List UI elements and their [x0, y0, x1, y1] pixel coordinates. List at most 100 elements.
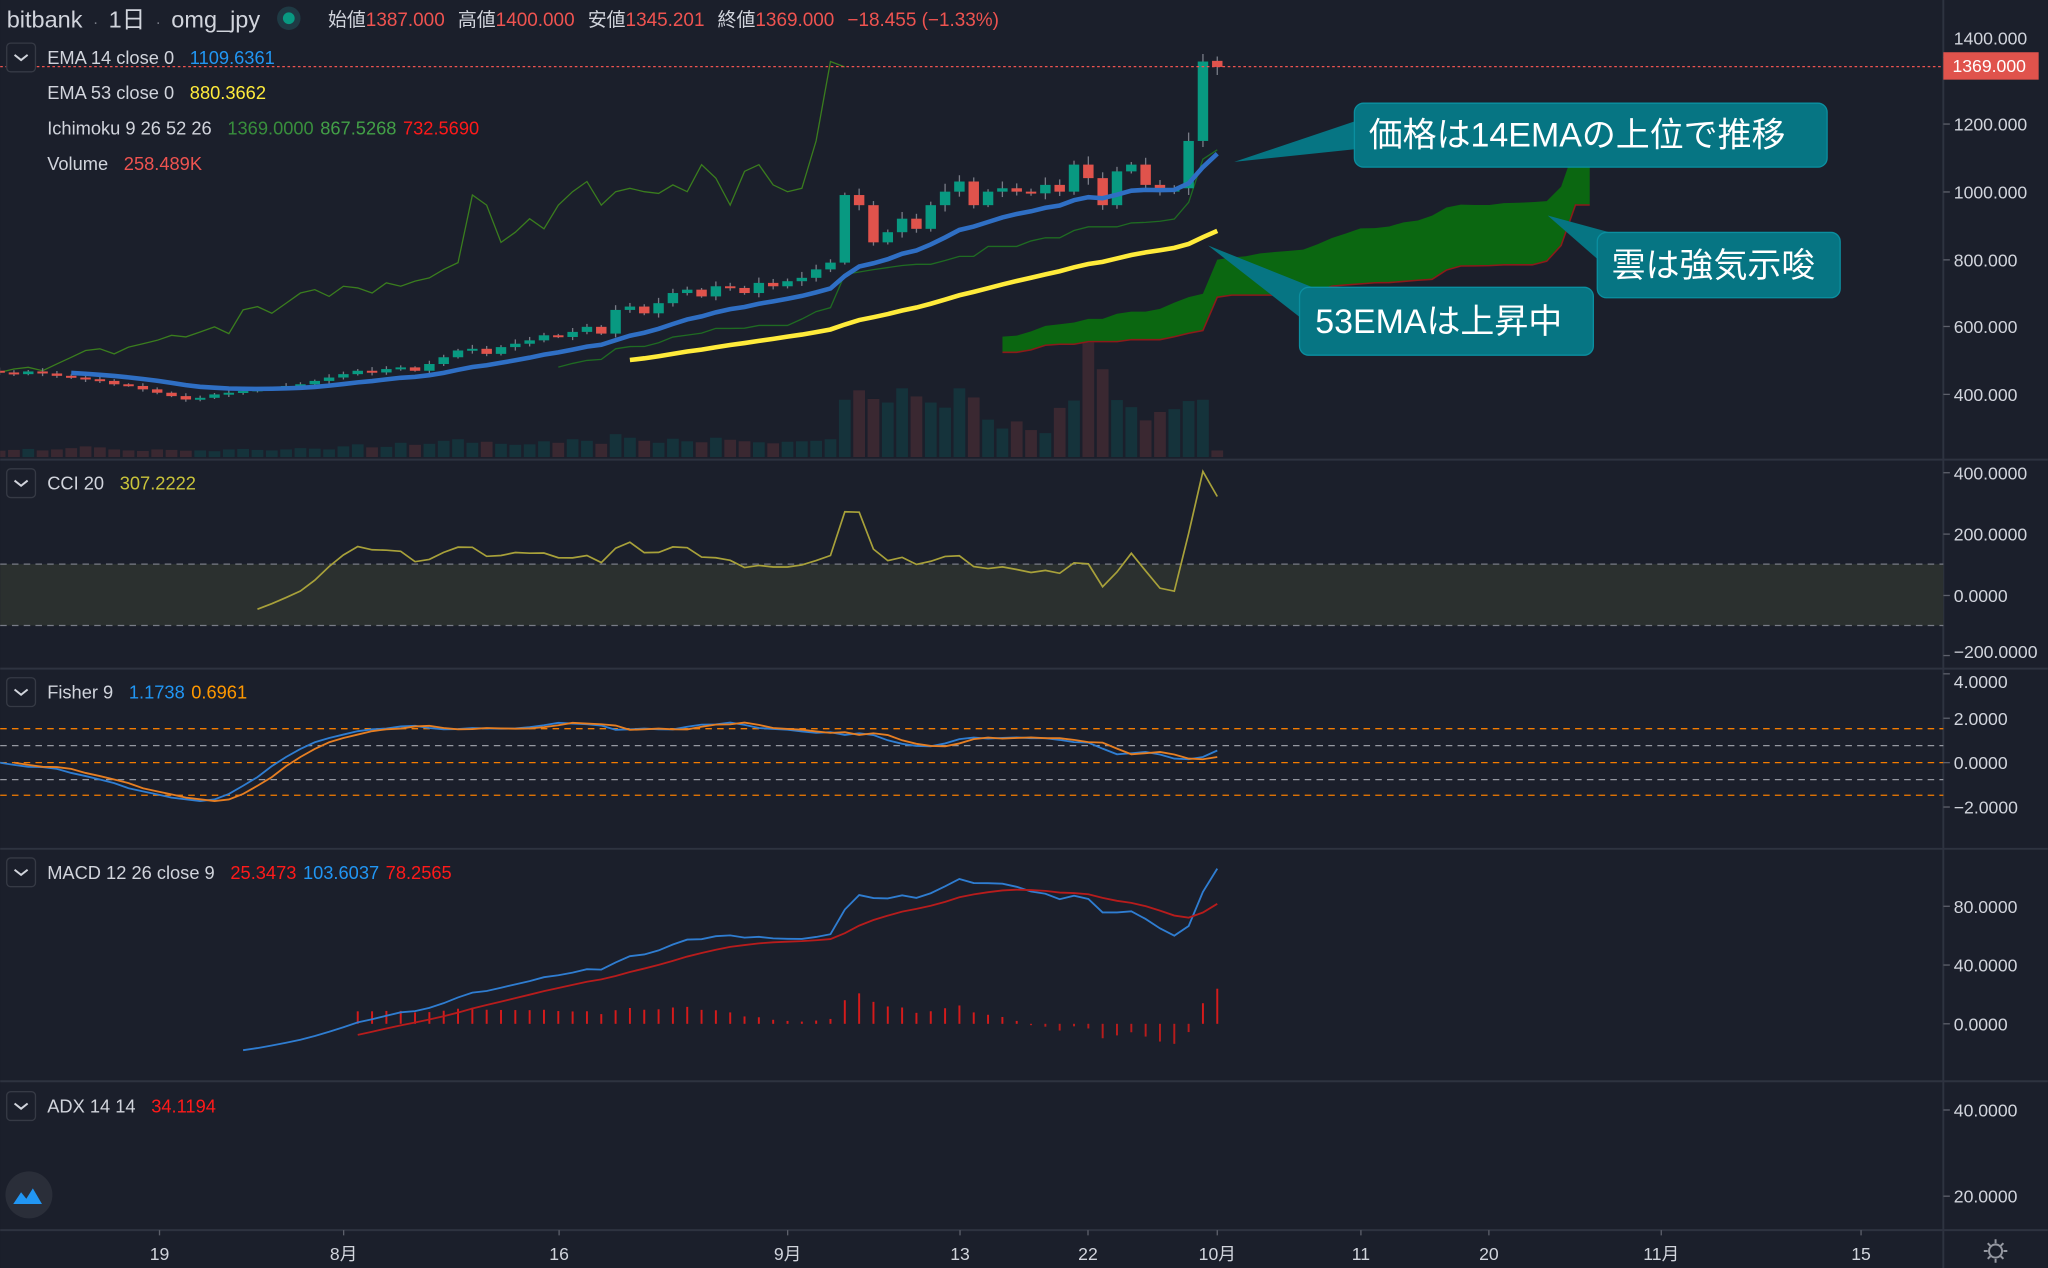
legend-cci[interactable]: CCI 20 307.2222: [6, 468, 196, 499]
callout-cloud-bullish[interactable]: 雲は強気示唆: [1547, 215, 1841, 299]
volume-bar: [538, 441, 550, 458]
legend-volume[interactable]: Volume 258.489K: [47, 153, 202, 174]
volume-bar: [1139, 420, 1152, 458]
volume-bar: [1197, 399, 1209, 458]
candle-down: [1212, 60, 1223, 67]
candle-up: [452, 350, 464, 358]
candle-up: [1126, 164, 1137, 172]
volume-bar: [996, 428, 1009, 458]
candle-up: [338, 374, 349, 378]
fisher-pane[interactable]: [0, 721, 1218, 802]
legend-macd[interactable]: MACD 12 26 close 9 25.3473 103.6037 78.2565: [6, 857, 452, 888]
volume-bar: [523, 444, 536, 458]
volume-bar: [1168, 409, 1181, 458]
collapse-legend-button[interactable]: [6, 42, 37, 73]
symbol-header[interactable]: bitbank · 1日 · omg_jpy 始値1387.000 高値1400…: [7, 6, 999, 32]
volume-bar: [265, 450, 278, 458]
volume-bar: [495, 443, 507, 458]
candle-up: [209, 394, 220, 398]
fisher-axis-label: 4.0000: [1954, 672, 2008, 692]
collapse-legend-button[interactable]: [6, 1091, 37, 1122]
fisher-trigger-line: [13, 721, 1218, 802]
legend-ichimoku[interactable]: Ichimoku 9 26 52 26 1369.0000 867.5268 732.…: [47, 118, 479, 139]
volume-bar: [781, 441, 794, 458]
volume-bar: [466, 442, 479, 458]
candle-up: [1183, 140, 1194, 189]
volume-bar: [1082, 342, 1095, 458]
volume-bar: [36, 450, 49, 458]
candle-down: [51, 373, 63, 376]
volume-bar: [767, 443, 780, 458]
candle-up: [954, 181, 965, 192]
collapse-legend-button[interactable]: [6, 468, 37, 499]
interval[interactable]: 1日: [109, 6, 146, 32]
volume-bar: [724, 439, 737, 458]
volume-bar: [910, 396, 923, 458]
logo-icon: [13, 1188, 42, 1205]
volume-bar: [924, 402, 937, 458]
callout-ema53-rising[interactable]: 53EMAは上昇中: [1208, 245, 1595, 356]
chevron-down-icon: [13, 479, 29, 488]
volume-bar: [323, 449, 335, 458]
macd-axis-label: 80.0000: [1954, 897, 2018, 917]
volume-bar: [710, 437, 722, 458]
cci-axis-label: 0.0000: [1954, 586, 2008, 606]
candle-down: [968, 181, 979, 206]
macd-pane[interactable]: [242, 868, 1219, 1052]
candle-down: [108, 380, 120, 385]
collapse-legend-button[interactable]: [6, 677, 37, 708]
candle-up: [997, 188, 1008, 192]
ichimoku-base-line: [558, 149, 1218, 368]
candle-up: [194, 397, 206, 400]
volume-bar: [194, 450, 207, 458]
callout-text: 53EMAは上昇中: [1315, 303, 1562, 341]
candle-up: [510, 343, 521, 348]
candle-up: [438, 357, 449, 365]
time-axis-label: 9月: [774, 1244, 801, 1264]
tradingview-logo[interactable]: [5, 1171, 53, 1219]
callout-price-above-ema14[interactable]: 価格は14EMAの上位で推移: [1234, 102, 1828, 168]
volume-bar: [222, 449, 235, 458]
candle-down: [66, 375, 77, 378]
candle-down: [1025, 191, 1037, 194]
candle-down: [639, 306, 650, 314]
cci-pane[interactable]: [257, 469, 1219, 610]
candle-up: [839, 195, 851, 263]
candle-up: [237, 391, 249, 394]
volume-bar: [595, 443, 608, 458]
settings-gear-icon[interactable]: [1983, 1239, 2008, 1263]
candle-down: [853, 195, 865, 206]
volume-bar: [509, 444, 522, 458]
ichimoku-lagging-span: [0, 60, 846, 373]
volume-bar: [681, 441, 694, 458]
axes[interactable]: 1400.000 1200.000 1000.000 800.000 600.000 40…: [150, 28, 2038, 1264]
volume-bar: [79, 446, 92, 458]
volume-bar: [695, 442, 708, 458]
collapse-legend-button[interactable]: [6, 857, 37, 888]
cci-axis-label: 400.0000: [1954, 463, 2028, 483]
legend-fisher[interactable]: Fisher 9 1.1738 0.6961: [6, 677, 247, 708]
candle-up: [223, 392, 235, 395]
volume-bar: [480, 441, 493, 458]
volume-bar: [280, 449, 292, 458]
volume-bar: [667, 438, 679, 458]
legend-ema53[interactable]: EMA 53 close 0 880.3662: [47, 82, 266, 103]
volume-bar: [939, 407, 951, 458]
cci-axis-label: 200.0000: [1954, 525, 2028, 545]
chevron-down-icon: [13, 1102, 29, 1110]
volume-bar: [982, 419, 994, 458]
main-pane[interactable]: [0, 53, 1590, 458]
candle-up: [23, 371, 34, 375]
candle-down: [868, 205, 879, 243]
legend-adx[interactable]: ADX 14 14 34.1194: [6, 1091, 216, 1122]
symbol-name[interactable]: omg_jpy: [171, 6, 260, 32]
candle-down: [366, 370, 378, 373]
candle-up: [395, 367, 406, 370]
candle-up: [825, 262, 836, 270]
candle-up: [381, 369, 392, 373]
legend-ema14[interactable]: EMA 14 close 0 1109.6361: [6, 42, 275, 73]
volume-bar: [423, 443, 436, 458]
